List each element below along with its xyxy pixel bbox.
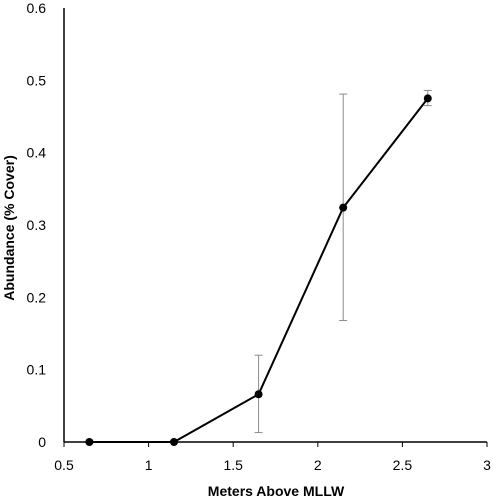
y-tick-label: 0.3 (27, 217, 47, 233)
x-axis-label: Meters Above MLLW (208, 483, 345, 499)
tick-labels: 0 0.1 0.2 0.3 0.4 0.5 0.6 0.5 1 1.5 2 2.5 3 (27, 0, 492, 473)
data-point (169, 438, 178, 446)
x-tick-label: 2.5 (393, 457, 413, 473)
y-tick-label: 0.2 (27, 289, 47, 305)
x-tick-label: 2 (314, 457, 322, 473)
data-point (254, 390, 263, 399)
x-tick-label: 3 (483, 457, 491, 473)
data-point (85, 438, 94, 446)
axes (63, 8, 488, 447)
y-tick-label: 0 (38, 434, 46, 450)
x-tick-label: 1.5 (223, 457, 243, 473)
y-tick-label: 0.6 (27, 0, 47, 16)
y-axis-label: Abundance (% Cover) (1, 155, 17, 300)
x-tick-label: 0.5 (54, 457, 74, 473)
y-tick-label: 0.1 (27, 362, 47, 378)
data-points (85, 94, 432, 446)
y-tick-label: 0.5 (27, 72, 47, 88)
y-tick-label: 0.4 (27, 145, 47, 161)
data-point (423, 94, 432, 103)
error-bars (254, 89, 432, 434)
x-tick-label: 1 (145, 457, 153, 473)
data-point (339, 203, 348, 212)
